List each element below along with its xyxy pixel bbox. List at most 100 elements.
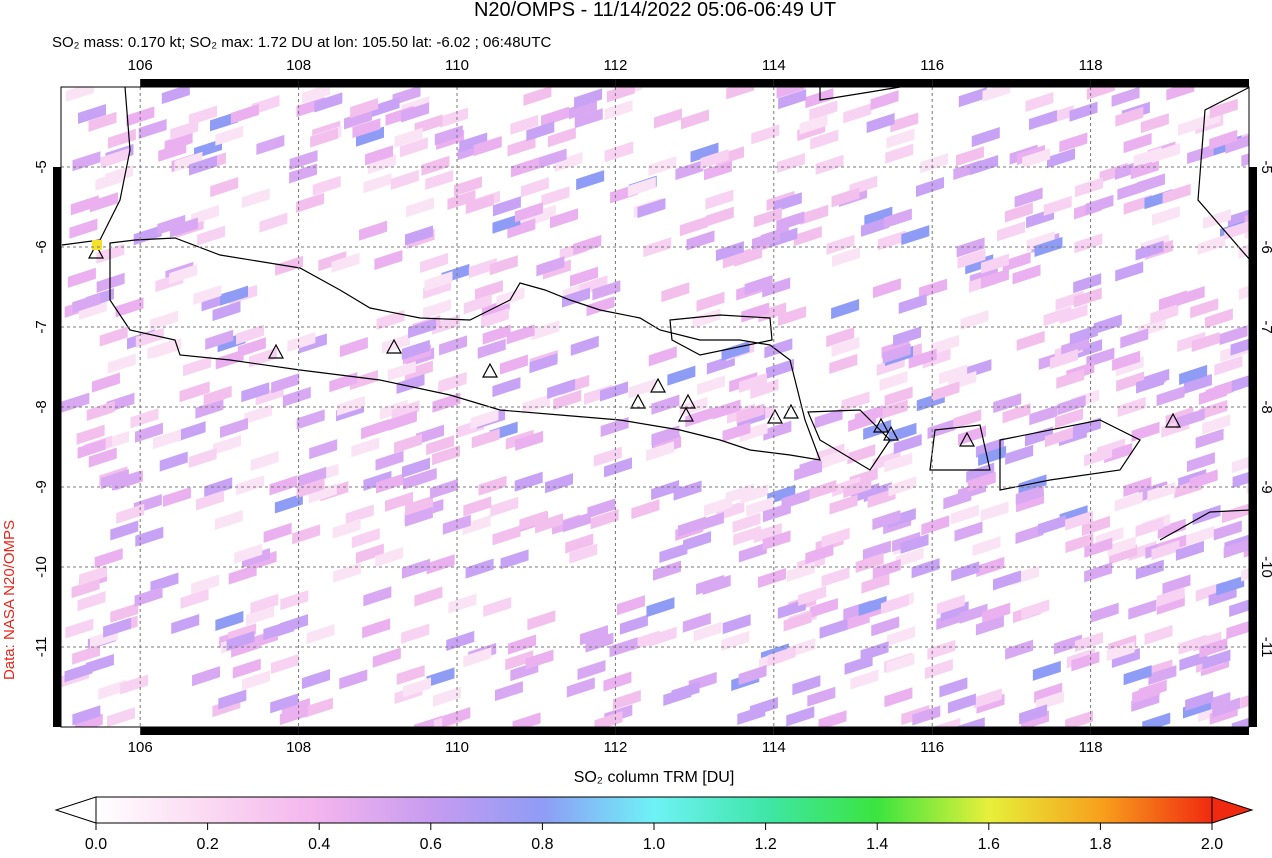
so2-pixel (507, 136, 536, 157)
so2-pixel (1074, 233, 1103, 254)
so2-pixel (1138, 679, 1167, 700)
so2-pixel (965, 254, 994, 275)
so2-pixel (1059, 304, 1088, 325)
so2-pixel (767, 484, 796, 505)
so2-pixel (91, 372, 120, 393)
so2-pixel (1195, 428, 1224, 449)
so2-pixel (399, 137, 428, 158)
so2-pixel (96, 272, 125, 293)
so2-pixel (860, 641, 889, 662)
frame-bar (53, 647, 61, 727)
so2-pixel (739, 422, 768, 443)
so2-pixel (1216, 575, 1245, 596)
so2-pixel (339, 337, 368, 358)
so2-pixel (808, 479, 837, 501)
so2-pixel (387, 360, 416, 382)
so2-pixel (871, 616, 900, 637)
so2-pixel (188, 105, 217, 126)
so2-pixel (1177, 331, 1206, 352)
so2-pixel (1084, 446, 1113, 467)
so2-pixel (741, 302, 770, 323)
so2-pixel (1073, 273, 1102, 294)
so2-pixel (810, 129, 839, 150)
so2-pixel (492, 376, 521, 398)
so2-pixel (463, 496, 492, 517)
so2-pixel (1219, 325, 1248, 346)
so2-pixel (183, 356, 212, 377)
so2-pixel (847, 444, 876, 465)
so2-pixel (520, 177, 549, 198)
so2-pixel (310, 127, 339, 148)
so2-pixel (482, 324, 511, 345)
so2-pixel (150, 310, 179, 331)
so2-pixel (77, 103, 106, 125)
x-tick-label: 116 (920, 57, 944, 74)
so2-pixel (88, 111, 117, 132)
so2-pixel (705, 206, 734, 227)
so2-pixel (600, 381, 629, 402)
frame-bar (53, 487, 61, 647)
so2-pixel (1022, 148, 1051, 169)
so2-pixel (885, 143, 914, 164)
so2-pixel (1056, 368, 1085, 389)
so2-pixel (997, 221, 1026, 242)
so2-pixel (1055, 408, 1084, 429)
so2-pixel (888, 422, 917, 443)
so2-pixel (821, 566, 850, 588)
so2-pixel (794, 460, 823, 481)
so2-pixel (471, 428, 500, 449)
so2-pixel (351, 528, 380, 549)
so2-pixel (420, 252, 449, 273)
so2-pixel (107, 353, 136, 374)
so2-pixel (459, 132, 488, 153)
so2-pixel (65, 87, 94, 102)
frame-bar (773, 727, 933, 735)
so2-pixel (1074, 177, 1103, 198)
so2-pixel (205, 329, 234, 350)
so2-pixel (579, 625, 608, 646)
so2-pixel (600, 416, 629, 438)
frame-bar (615, 727, 774, 735)
so2-pixel (883, 208, 912, 229)
so2-pixel (877, 230, 906, 251)
so2-pixel (746, 496, 775, 517)
so2-pixel (882, 343, 911, 364)
so2-pixel (978, 445, 1007, 466)
so2-pixel (1193, 631, 1222, 652)
so2-pixel (767, 646, 796, 667)
so2-pixel (355, 126, 384, 147)
so2-pixel (215, 610, 244, 632)
so2-pixel (901, 225, 930, 246)
so2-pixel (776, 152, 805, 174)
so2-pixel (740, 483, 769, 505)
so2-pixel (1090, 602, 1119, 623)
volcano (958, 431, 976, 447)
x-tick-label: 118 (1079, 57, 1103, 74)
frame-bar (615, 79, 774, 87)
so2-pixel (434, 125, 463, 146)
so2-pixel (692, 308, 721, 329)
so2-pixel (1135, 517, 1164, 538)
so2-pixel (1202, 649, 1231, 670)
so2-pixel (757, 568, 786, 589)
so2-pixel (815, 154, 844, 175)
frame-bar (1090, 727, 1249, 735)
so2-pixel (404, 360, 433, 381)
so2-pixel (388, 410, 417, 431)
so2-pixel (465, 194, 494, 215)
so2-pixel (753, 207, 782, 228)
so2-pixel (1229, 596, 1249, 617)
y-tick-label: -5 (1258, 160, 1272, 173)
so2-pixel (798, 585, 827, 607)
so2-pixel (1157, 518, 1186, 539)
so2-pixel (553, 389, 582, 410)
so2-pixel (1205, 381, 1234, 402)
so2-pixel (1179, 364, 1208, 385)
so2-pixel (401, 102, 430, 123)
so2-pixel (570, 266, 599, 287)
so2-pixel (651, 480, 680, 501)
so2-pixel (250, 593, 279, 614)
so2-pixel (850, 669, 879, 690)
so2-pixel (590, 509, 619, 530)
so2-pixel (1015, 523, 1044, 545)
